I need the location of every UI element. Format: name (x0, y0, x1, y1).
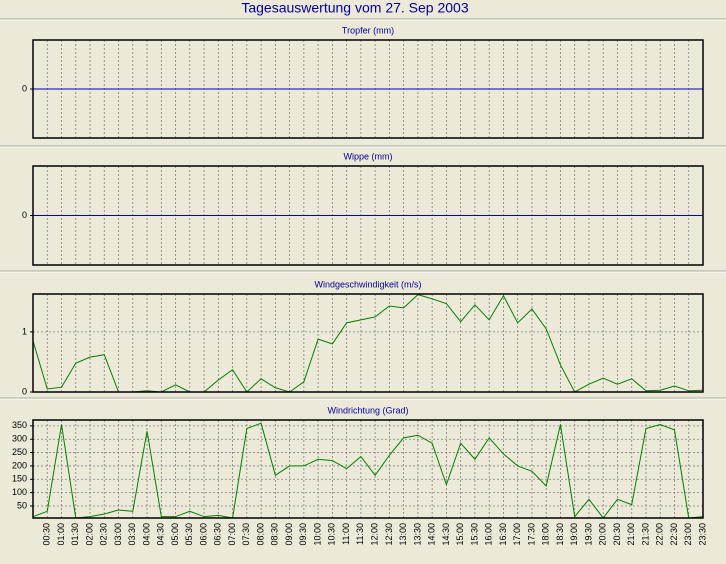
x-tick-label: 19:00 (569, 523, 579, 546)
x-tick-label: 13:00 (398, 523, 408, 546)
x-tick-label: 04:30 (156, 523, 166, 546)
x-tick-label: 18:00 (541, 523, 551, 546)
x-tick-label: 01:00 (56, 523, 66, 546)
x-tick-label: 19:30 (583, 523, 593, 546)
x-tick-label: 12:30 (384, 523, 394, 546)
x-tick-label: 01:30 (70, 523, 80, 546)
x-tick-label: 13:30 (412, 523, 422, 546)
y-tick-label: 200 (12, 460, 27, 470)
x-tick-label: 11:00 (341, 523, 351, 545)
x-tick-label: 21:00 (626, 523, 636, 546)
x-tick-label: 09:00 (284, 523, 294, 546)
data-line (32, 294, 704, 393)
y-tick-label: 250 (12, 447, 27, 457)
x-tick-label: 17:30 (526, 523, 536, 546)
panel-title: Wippe (mm) (344, 151, 393, 161)
x-tick-label: 06:00 (198, 523, 208, 546)
x-tick-label: 08:30 (270, 523, 280, 546)
x-tick-label: 23:30 (697, 523, 707, 546)
y-tick-label: 50 (17, 500, 27, 510)
page-title: Tagesauswertung vom 27. Sep 2003 (241, 0, 468, 16)
x-tick-label: 02:30 (99, 523, 109, 546)
x-tick-label: 06:30 (213, 523, 223, 546)
x-tick-label: 14:30 (441, 523, 451, 546)
plot-frame (32, 39, 704, 139)
x-tick-label: 03:00 (113, 523, 123, 546)
x-tick-label: 00:30 (42, 523, 52, 546)
x-tick-label: 22:00 (655, 523, 665, 546)
x-tick-label: 16:30 (498, 523, 508, 546)
x-tick-label: 05:00 (170, 523, 180, 546)
data-line (32, 422, 704, 519)
x-tick-label: 03:30 (127, 523, 137, 546)
x-tick-label: 16:00 (484, 523, 494, 546)
y-tick-label: 0 (22, 386, 27, 396)
x-tick-label: 10:00 (312, 523, 322, 546)
x-tick-label: 02:00 (84, 523, 94, 546)
y-tick-label: 150 (12, 474, 27, 484)
x-tick-label: 12:00 (370, 523, 380, 546)
x-tick-label: 17:00 (512, 523, 522, 546)
plot-frame (32, 419, 704, 519)
y-tick-label: 300 (12, 434, 27, 444)
x-tick-label: 20:30 (612, 523, 622, 546)
panel-title: Tropfer (mm) (342, 25, 394, 35)
x-tick-label: 10:30 (327, 523, 337, 546)
x-tick-label: 15:00 (455, 523, 465, 546)
plot-frame (32, 165, 704, 266)
panel-title: Windrichtung (Grad) (327, 405, 408, 415)
y-tick-label: 350 (12, 420, 27, 430)
x-tick-label: 11:30 (355, 523, 365, 545)
y-tick-label: 1 (22, 326, 27, 336)
y-tick-label: 0 (22, 83, 27, 93)
x-tick-label: 22:30 (669, 523, 679, 546)
x-tick-label: 20:00 (598, 523, 608, 546)
x-tick-label: 14:00 (427, 523, 437, 546)
x-tick-label: 18:30 (555, 523, 565, 546)
x-tick-label: 09:30 (298, 523, 308, 546)
x-tick-label: 05:30 (184, 523, 194, 546)
x-tick-label: 15:30 (469, 523, 479, 546)
plot-frame (32, 293, 704, 393)
x-tick-label: 07:00 (227, 523, 237, 546)
y-tick-label: 0 (22, 210, 27, 220)
x-tick-label: 07:30 (241, 523, 251, 546)
x-tick-label: 21:30 (640, 523, 650, 546)
panel-title: Windgeschwindigkeit (m/s) (314, 279, 421, 289)
x-tick-label: 23:00 (683, 523, 693, 546)
x-tick-label: 08:00 (255, 523, 265, 546)
y-tick-label: 100 (12, 487, 27, 497)
x-tick-label: 04:00 (141, 523, 151, 546)
